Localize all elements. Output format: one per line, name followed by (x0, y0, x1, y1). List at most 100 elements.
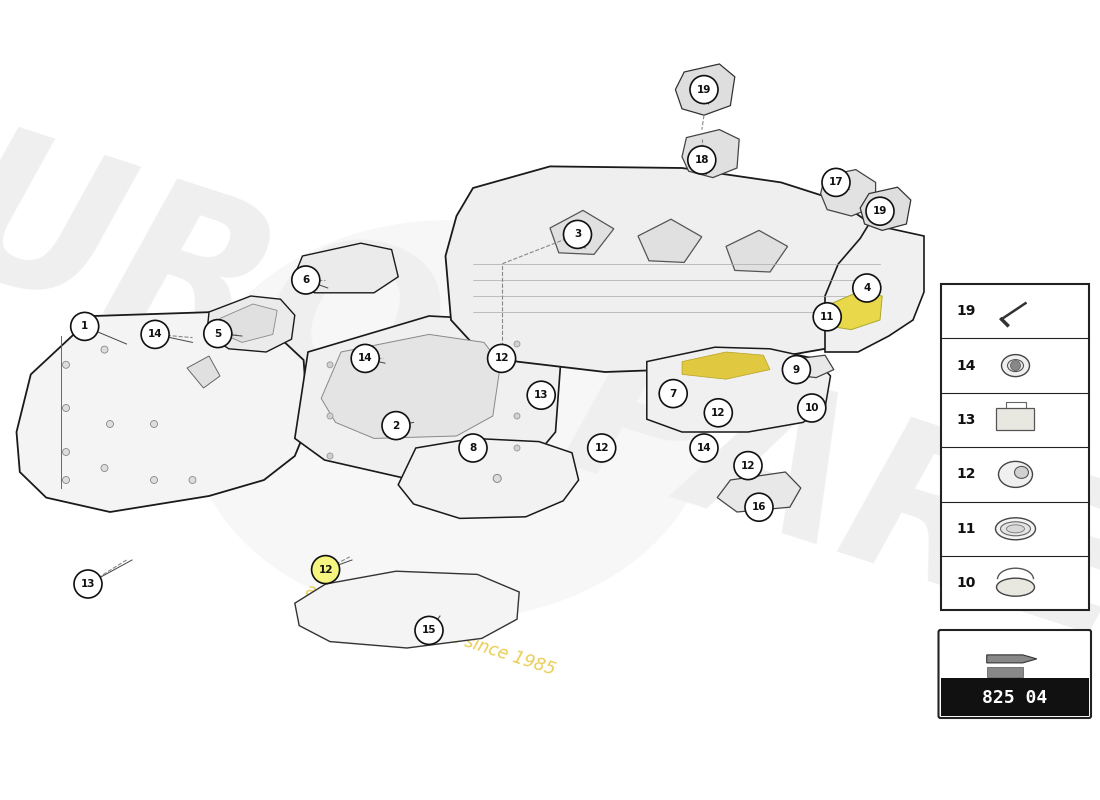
Circle shape (151, 477, 157, 483)
Circle shape (63, 405, 69, 411)
Circle shape (514, 445, 520, 451)
Circle shape (151, 421, 157, 427)
Circle shape (63, 362, 69, 368)
Polygon shape (675, 64, 735, 115)
Text: 16: 16 (751, 502, 767, 512)
Polygon shape (295, 571, 519, 648)
Ellipse shape (996, 518, 1035, 540)
Text: 825 04: 825 04 (982, 689, 1047, 706)
Polygon shape (860, 187, 911, 230)
Text: 12: 12 (318, 565, 333, 574)
Circle shape (704, 399, 733, 427)
Circle shape (745, 493, 773, 522)
Text: 13: 13 (80, 579, 96, 589)
Ellipse shape (1001, 522, 1031, 536)
Circle shape (70, 312, 99, 341)
Circle shape (327, 362, 333, 368)
Text: a passion for parts since 1985: a passion for parts since 1985 (302, 581, 558, 679)
Text: 12: 12 (594, 443, 609, 453)
Circle shape (189, 477, 196, 483)
Circle shape (822, 168, 850, 196)
FancyBboxPatch shape (940, 284, 1089, 610)
Text: 19: 19 (696, 85, 712, 94)
Text: 15: 15 (421, 626, 437, 635)
Text: 12: 12 (957, 467, 976, 482)
Text: 3: 3 (574, 230, 581, 239)
Polygon shape (647, 347, 830, 432)
Text: 14: 14 (696, 443, 712, 453)
Ellipse shape (1006, 525, 1024, 533)
Polygon shape (682, 352, 770, 379)
Ellipse shape (1014, 466, 1028, 478)
FancyBboxPatch shape (938, 630, 1091, 718)
Ellipse shape (1001, 354, 1030, 377)
Circle shape (311, 555, 340, 584)
Circle shape (351, 344, 380, 373)
Text: 6: 6 (302, 275, 309, 285)
Circle shape (563, 220, 592, 248)
Circle shape (690, 434, 718, 462)
Text: 19: 19 (872, 206, 888, 216)
Circle shape (74, 570, 102, 598)
Ellipse shape (997, 578, 1034, 596)
Text: EUROSPARES: EUROSPARES (0, 69, 1100, 731)
Text: 10: 10 (804, 403, 820, 413)
Circle shape (866, 198, 894, 226)
Polygon shape (207, 296, 295, 352)
Text: 17: 17 (828, 178, 844, 187)
Polygon shape (187, 356, 220, 388)
Text: 1: 1 (81, 322, 88, 331)
Circle shape (204, 319, 232, 347)
Circle shape (514, 413, 520, 419)
Circle shape (160, 336, 166, 342)
Text: 13: 13 (534, 390, 549, 400)
Circle shape (798, 394, 826, 422)
Polygon shape (220, 304, 277, 342)
Polygon shape (821, 170, 876, 216)
Circle shape (141, 320, 169, 349)
Circle shape (63, 449, 69, 455)
Polygon shape (987, 655, 1036, 663)
Circle shape (514, 341, 520, 347)
Text: 14: 14 (147, 330, 163, 339)
Polygon shape (825, 224, 924, 352)
Text: 12: 12 (711, 408, 726, 418)
Ellipse shape (190, 220, 710, 620)
Text: 12: 12 (494, 354, 509, 363)
Circle shape (382, 411, 410, 440)
FancyBboxPatch shape (996, 408, 1034, 430)
Circle shape (527, 381, 556, 410)
Circle shape (487, 344, 516, 373)
Circle shape (852, 274, 881, 302)
Polygon shape (16, 312, 308, 512)
Polygon shape (550, 210, 614, 254)
FancyBboxPatch shape (987, 667, 1023, 677)
Text: 4: 4 (864, 283, 870, 293)
Circle shape (493, 474, 502, 482)
Polygon shape (446, 166, 889, 372)
Polygon shape (398, 438, 579, 518)
Text: 12: 12 (740, 461, 756, 470)
Circle shape (690, 76, 718, 104)
Text: 8: 8 (470, 443, 476, 453)
Polygon shape (717, 472, 801, 512)
Circle shape (459, 434, 487, 462)
Text: 19: 19 (957, 304, 976, 318)
Circle shape (101, 346, 108, 353)
Circle shape (734, 451, 762, 479)
Text: 5: 5 (214, 329, 221, 338)
Circle shape (101, 465, 108, 471)
Polygon shape (321, 334, 500, 438)
Circle shape (107, 421, 113, 427)
Circle shape (688, 146, 716, 174)
Text: 18: 18 (694, 155, 710, 165)
Text: 10: 10 (957, 576, 976, 590)
Polygon shape (295, 316, 561, 480)
Ellipse shape (999, 462, 1033, 487)
Text: 9: 9 (793, 365, 800, 374)
Circle shape (327, 453, 333, 459)
Text: 11: 11 (957, 522, 976, 536)
Text: 11: 11 (820, 312, 835, 322)
Circle shape (292, 266, 320, 294)
Circle shape (63, 477, 69, 483)
